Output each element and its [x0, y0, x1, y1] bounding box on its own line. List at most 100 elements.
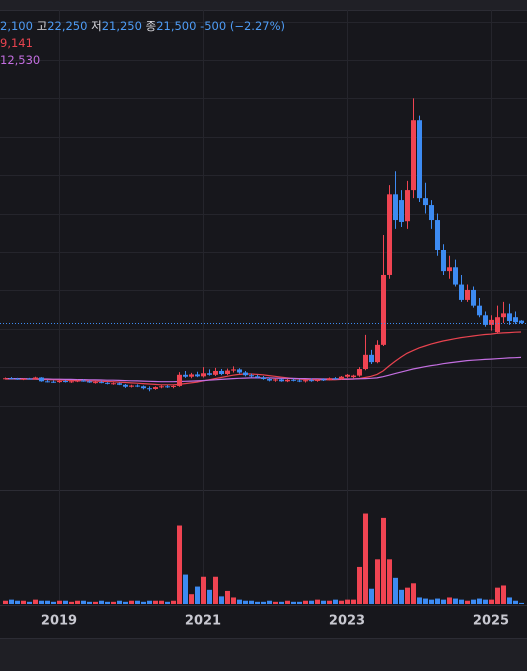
- volume-bar: [489, 599, 494, 604]
- candle-body: [423, 198, 428, 206]
- candle-body: [21, 378, 26, 380]
- volume-bar: [411, 583, 416, 604]
- candle-body: [195, 374, 200, 377]
- candle-body: [33, 377, 38, 380]
- top-bar: [0, 0, 527, 10]
- volume-bar: [435, 598, 440, 604]
- volume-bar: [159, 600, 164, 604]
- candle-body: [297, 380, 302, 382]
- volume-bar: [333, 599, 338, 604]
- volume-bar: [57, 600, 62, 604]
- volume-bar: [219, 596, 224, 604]
- ma-legend: 12,530: [0, 53, 41, 67]
- volume-bar: [51, 601, 56, 604]
- volume-bar: [21, 600, 26, 604]
- x-axis: 2019 2021 2023 2025: [41, 614, 509, 629]
- candle-body: [357, 369, 362, 376]
- candle-body: [123, 384, 128, 387]
- candle-body: [387, 194, 392, 275]
- candle-body: [129, 385, 134, 387]
- candle-body: [459, 284, 464, 300]
- grid: [0, 10, 527, 604]
- ma-legend: 9,141: [0, 36, 33, 50]
- candle-body: [435, 220, 440, 250]
- volume-bar: [393, 577, 398, 604]
- legend-low: 21,250: [101, 19, 142, 33]
- candle-body: [225, 370, 230, 375]
- volume-bar: [315, 599, 320, 604]
- candle-body: [381, 274, 386, 345]
- candle-body: [93, 382, 98, 384]
- volume-bar: [117, 600, 122, 604]
- legend-low-label: 저: [91, 19, 102, 33]
- volume-bar: [303, 600, 308, 604]
- candle-body: [507, 313, 512, 322]
- candles: [0, 98, 527, 392]
- volume-bar: [441, 599, 446, 604]
- candle-body: [231, 369, 236, 371]
- candle-body: [369, 354, 374, 363]
- candle-body: [495, 317, 500, 333]
- volume-bar: [519, 602, 524, 604]
- volume-bar: [63, 600, 68, 604]
- volume-bar: [471, 599, 476, 604]
- volume-bar: [261, 601, 266, 604]
- candle-body: [315, 379, 320, 381]
- candle-body: [249, 375, 254, 377]
- candle-body: [261, 377, 266, 380]
- volume-bar: [153, 600, 158, 604]
- volume-bar: [207, 589, 212, 604]
- candle-body: [363, 354, 368, 370]
- volume-bar: [237, 599, 242, 604]
- volume-bar: [417, 597, 422, 604]
- candle-body: [399, 200, 404, 222]
- volume-bar: [321, 600, 326, 604]
- x-tick-label: 2025: [473, 614, 509, 629]
- volume-bar: [147, 600, 152, 604]
- volume-bar: [183, 574, 188, 604]
- volume-bar: [267, 600, 272, 604]
- volume-bar: [195, 586, 200, 604]
- candle-body: [237, 369, 242, 373]
- volume-bar: [507, 597, 512, 604]
- volume-bar: [177, 525, 182, 604]
- candle-body: [279, 379, 284, 382]
- volume-bar: [357, 566, 362, 604]
- candle-body: [75, 380, 80, 382]
- candle-body: [15, 378, 20, 380]
- volume-bar: [135, 600, 140, 604]
- volume-bar: [141, 601, 146, 604]
- volume-bar: [405, 587, 410, 604]
- candle-body: [285, 379, 290, 382]
- candle-body: [327, 378, 332, 381]
- volume-bar: [87, 601, 92, 604]
- candle-body: [153, 387, 158, 390]
- volume-bar: [3, 600, 8, 604]
- ma-line: [5, 331, 522, 386]
- volume-bar: [123, 601, 128, 604]
- candle-body: [57, 380, 62, 383]
- candle-body: [117, 383, 122, 385]
- candle-body: [159, 386, 164, 388]
- volume-bar: [45, 600, 50, 604]
- x-tick-label: 2023: [329, 614, 365, 629]
- volume-bar: [15, 600, 20, 604]
- volume-bar: [243, 600, 248, 604]
- volume: [3, 513, 524, 604]
- candle-body: [471, 289, 476, 306]
- candle-body: [321, 379, 326, 381]
- volume-bar: [483, 599, 488, 604]
- legend-high-label: 고: [36, 19, 48, 33]
- candle-body: [213, 370, 218, 375]
- volume-bar: [165, 601, 170, 604]
- candle-body: [267, 379, 272, 381]
- volume-bar: [9, 599, 14, 604]
- candle-body: [201, 373, 206, 377]
- volume-bar: [309, 600, 314, 604]
- candle-body: [147, 388, 152, 390]
- volume-bar: [273, 601, 278, 604]
- candle-body: [63, 380, 68, 383]
- candle-body: [99, 382, 104, 384]
- volume-bar: [201, 576, 206, 604]
